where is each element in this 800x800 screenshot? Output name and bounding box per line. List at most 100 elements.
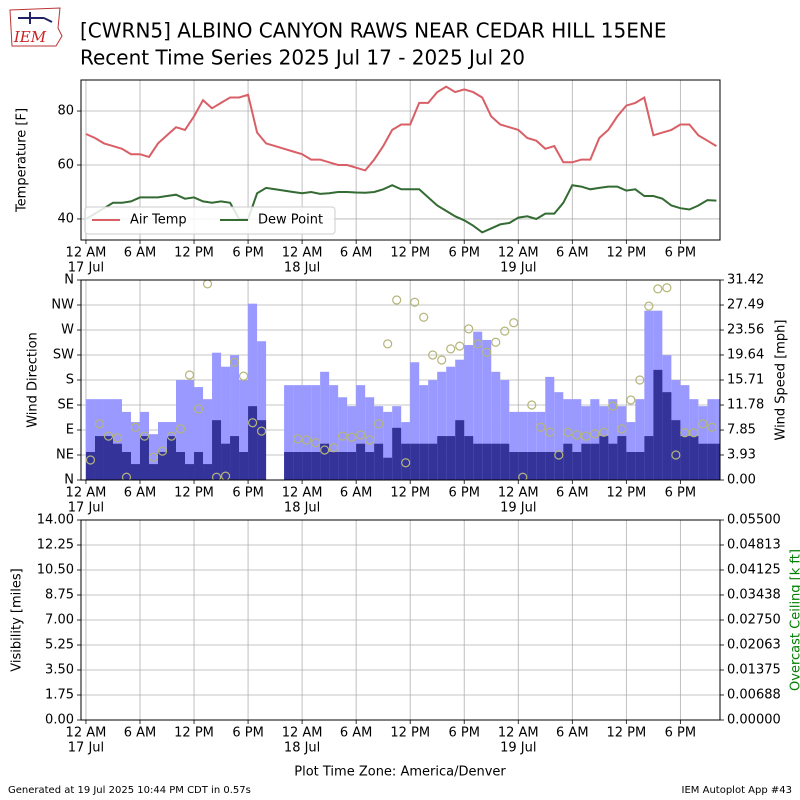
wind-bar [626,451,636,480]
direction-point [581,431,591,441]
direction-point [211,472,222,480]
y-tick-label: 40 [57,211,74,226]
direction-point [193,404,204,414]
wind-bar [527,451,537,480]
wind-bar [148,434,159,480]
x-tick-label: 12 AM [66,726,107,741]
direction-point [103,431,114,441]
direction-point [202,280,213,289]
x-tick-label: 6 PM [665,726,696,741]
wind-bar [176,380,186,480]
wind-bar [248,303,258,480]
y-tick-label: S [66,373,74,388]
wind-bar [446,436,456,480]
direction-point [635,375,645,385]
direction-point [112,433,123,443]
x-tick-label: 6 AM [340,246,373,261]
direction-point [590,429,600,439]
wind-bar [689,436,699,480]
x-tick-label: 6 PM [448,726,479,741]
direction-point [329,443,339,453]
wind-bar [698,406,708,480]
direction-point [347,432,357,442]
wind-bar [112,443,122,480]
y2-tick-label: 27.49 [727,298,764,313]
x-tick-label: 12 PM [606,726,646,741]
y2-tick-label: 0.00688 [727,687,781,702]
x-date-label: 19 Jul [500,741,536,756]
wind-bar [347,406,357,480]
y2-tick-label: 0.04813 [727,537,781,552]
wind-bar [500,380,510,480]
wind-bar [464,436,474,480]
wind-bar [617,436,627,480]
x-tick-label: 6 AM [556,726,589,741]
y-tick-label: NW [51,298,74,313]
wind-bar [518,451,528,480]
wind-bar [121,411,131,480]
y-tick-label: NE [56,448,74,463]
x-date-label: 19 Jul [500,501,536,516]
wind-bar [148,464,159,480]
wind-bar [428,443,438,480]
direction-point [247,418,258,428]
wind-bar [284,451,294,480]
direction-point [707,422,717,432]
wind-bar [563,399,573,480]
wind-bar [248,406,258,480]
x-tick-label: 6 AM [340,726,373,741]
wind-bar [482,443,492,480]
direction-point [599,427,609,437]
wind-bar [527,411,537,480]
direction-point [383,339,393,349]
wind-bar [635,399,645,480]
wind-bar [194,451,204,480]
y-axis-label: Visibility [miles] [10,568,25,671]
legend-label: Dew Point [258,213,323,228]
wind-bar [158,422,168,480]
x-tick-label: 12 AM [66,486,107,501]
logo-text: IEM [13,28,47,46]
wind-bar [194,387,204,480]
wind-bar [518,411,528,480]
wind-bar [185,380,195,480]
plot-area [81,280,720,480]
wind-bar [680,436,690,480]
y2-tick-label: 7.85 [727,423,756,438]
wind-bar [572,451,582,480]
wind-bar [167,436,177,480]
direction-point [365,435,375,445]
direction-point [680,428,690,438]
wind-bar [176,451,186,480]
wind-bar [608,443,618,480]
wind-bar [509,411,519,480]
wind-bar [85,451,95,480]
wind-bar [221,443,231,480]
direction-point [455,341,465,351]
wind-bar [554,451,564,480]
direction-point [302,435,312,445]
wind-bar [716,443,720,480]
direction-point [184,370,195,380]
x-tick-label: 12 AM [282,486,323,501]
x-tick-label: 6 AM [124,246,157,261]
direction-point [482,347,492,357]
wind-bar [365,397,375,480]
y-tick-label: W [61,323,74,338]
wind-bar [698,443,708,480]
wind-bar [320,371,330,480]
plot-frame [80,79,721,241]
wind-bar [158,451,168,480]
wind-bar [581,443,591,480]
wind-bar [311,451,321,480]
wind-bar [428,380,438,480]
wind-bar [284,385,294,480]
wind-bar [707,443,717,480]
x-tick-label: 6 AM [556,486,589,501]
wind-bar [626,422,636,480]
direction-point [644,301,654,311]
x-tick-label: 12 AM [282,246,323,261]
wind-bar [410,362,420,480]
wind-bar [320,443,330,480]
